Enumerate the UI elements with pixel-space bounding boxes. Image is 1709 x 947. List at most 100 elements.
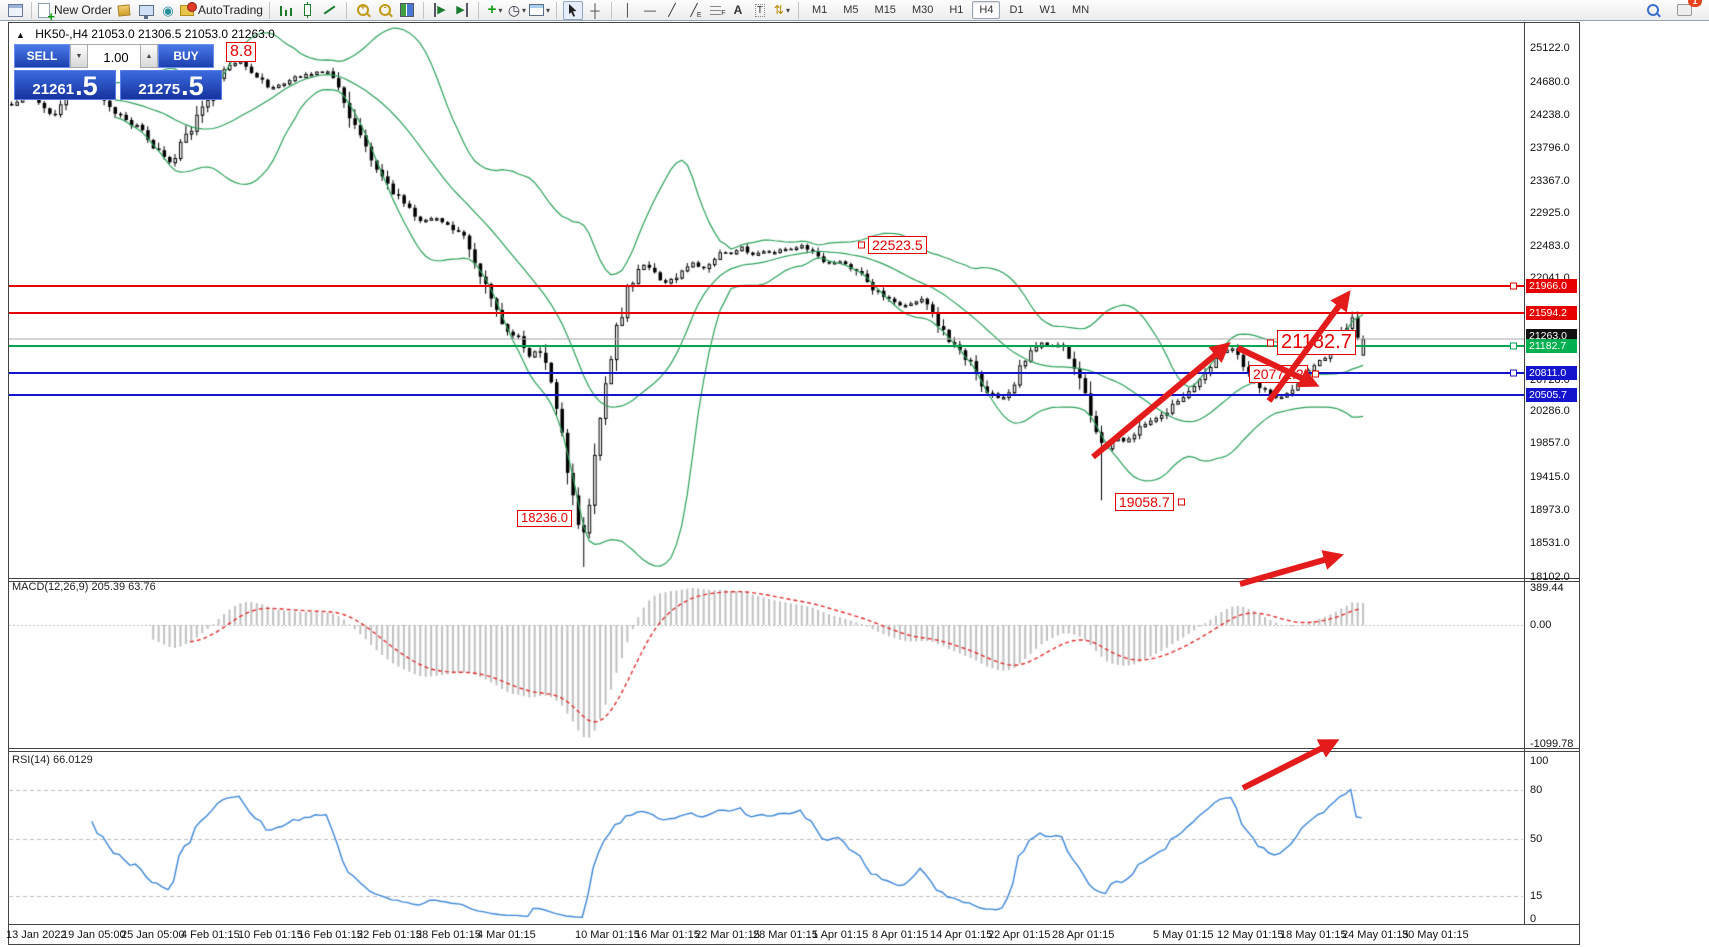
chart-window-icon[interactable] — [5, 1, 25, 20]
price-annotation[interactable]: 19058.7 — [1115, 493, 1174, 512]
indicators-button[interactable]: + ▾ — [485, 1, 505, 20]
price-annotation[interactable]: 18236.0 — [517, 510, 572, 527]
dropdown-caret-icon: ▾ — [545, 5, 550, 15]
clock-icon: ◷ — [507, 1, 521, 18]
text-label-button[interactable]: T — [750, 1, 770, 20]
price-level-line[interactable] — [9, 285, 1524, 287]
notifications-button[interactable]: 1 — [1674, 0, 1702, 20]
price-axis-tick: 24680.0 — [1530, 76, 1570, 88]
time-axis-label: 22 Feb 01:15 — [357, 929, 422, 941]
text-icon: A — [733, 3, 743, 17]
equidistant-channel-button[interactable]: ╱ E — [684, 1, 704, 20]
buy-price: 21275 — [138, 80, 181, 98]
zoom-out-icon: - — [378, 2, 391, 16]
time-axis-label: 25 Jan 05:00 — [121, 929, 185, 941]
dropdown-caret-icon: ▾ — [522, 5, 527, 15]
timeframe-button-m30[interactable]: M30 — [911, 4, 934, 16]
annotation-anchor-marker — [1311, 370, 1319, 378]
volume-input[interactable] — [88, 45, 144, 69]
timeframe-button-m1[interactable]: M1 — [811, 4, 828, 16]
timeframe-button-h4[interactable]: H4 — [972, 1, 1001, 19]
cursor-button[interactable] — [562, 0, 583, 20]
price-tag: 20811.0 — [1526, 366, 1577, 380]
one-click-panel-toggle[interactable]: ▲ — [16, 30, 25, 40]
toolbar-separator — [345, 1, 347, 19]
new-order-icon — [38, 2, 55, 24]
macd-label: MACD(12,26,9) 205.39 63.76 — [12, 581, 156, 593]
candlestick-icon — [304, 2, 312, 18]
periods-button[interactable]: ◷ ▾ — [507, 1, 527, 20]
time-axis-label: 28 Feb 01:15 — [416, 929, 481, 941]
candlestick-chart-button[interactable] — [298, 1, 318, 20]
horizontal-line-button[interactable]: — — [640, 1, 660, 20]
arrows-tool-button[interactable]: ⇅ ▾ — [772, 1, 792, 20]
trendline-button[interactable]: ╱ — [662, 1, 682, 20]
text-button[interactable]: A — [728, 1, 748, 20]
annotation-anchor-marker — [1267, 339, 1274, 346]
crosshair-button[interactable]: ┼ — [585, 1, 605, 20]
new-order-button[interactable]: New Order — [38, 1, 112, 24]
bar-chart-button[interactable] — [276, 1, 296, 20]
vertical-line-button[interactable]: │ — [618, 1, 638, 20]
timeframe-button-mn[interactable]: MN — [1072, 4, 1090, 16]
price-annotation[interactable]: 21182.7 — [1277, 330, 1356, 355]
timeframe-button-h1[interactable]: H1 — [949, 4, 964, 16]
panel-splitter[interactable] — [8, 578, 1580, 579]
search-button[interactable] — [1643, 1, 1663, 20]
time-axis-label: 18 May 01:15 — [1280, 929, 1347, 941]
rsi-axis-tick: 80 — [1530, 784, 1543, 796]
time-axis-label: 13 Jan 2022 — [6, 929, 67, 941]
fibonacci-button[interactable]: F — [706, 1, 726, 20]
price-axis-tick: 22925.0 — [1530, 207, 1570, 219]
volume-field-wrap — [88, 44, 144, 69]
timeframe-button-d1[interactable]: D1 — [1009, 4, 1024, 16]
buy-button[interactable]: BUY — [158, 44, 214, 68]
sell-price-display[interactable]: 21261 .5 — [14, 70, 116, 100]
trendline-icon: ╱ — [668, 3, 676, 17]
autotrading-label: AutoTrading — [198, 3, 263, 17]
timeframe-button-w1[interactable]: W1 — [1039, 4, 1057, 16]
timeframe-button-m15[interactable]: M15 — [874, 4, 896, 16]
volume-increase-button[interactable]: ▲ — [140, 44, 158, 68]
deposit-button[interactable] — [114, 1, 134, 20]
autotrading-icon — [180, 1, 198, 16]
rsi-axis-tick: 100 — [1530, 755, 1549, 767]
signal-icon: ◉ — [162, 2, 174, 18]
time-axis-label: 10 Feb 01:15 — [238, 929, 303, 941]
toolbar-separator — [31, 1, 32, 19]
timeframe-group: M1 M5 M15 M30 H1 H4 D1 W1 MN — [804, 1, 1097, 19]
price-annotation[interactable]: 8.8 — [226, 42, 257, 63]
chart-title-row: ▲ HK50-,H4 21053.0 21306.5 21053.0 21263… — [16, 27, 275, 41]
time-axis-label: 12 May 01:15 — [1217, 929, 1284, 941]
terminal-button[interactable] — [136, 1, 156, 20]
timeframe-button-m5[interactable]: M5 — [843, 4, 859, 16]
price-level-line[interactable] — [9, 345, 1524, 347]
time-axis-label: 5 May 01:15 — [1153, 929, 1214, 941]
price-level-line[interactable] — [9, 372, 1524, 374]
volume-decrease-button[interactable]: ▼ — [70, 44, 88, 68]
chart-shift-button[interactable]: ▶ — [452, 1, 472, 20]
panel-splitter[interactable] — [8, 748, 1580, 749]
price-annotation[interactable]: 20771.2 — [1249, 365, 1308, 384]
signals-button[interactable]: ◉ — [158, 1, 178, 20]
price-annotation[interactable]: 22523.5 — [868, 236, 927, 255]
chart-shift-icon: ▶ — [456, 3, 468, 17]
price-level-line[interactable] — [9, 394, 1524, 396]
line-chart-icon — [324, 5, 336, 15]
templates-button[interactable]: ▾ — [528, 1, 550, 20]
zoom-in-button[interactable]: + — [353, 1, 373, 20]
template-icon — [528, 4, 544, 16]
price-axis-tick: 22483.0 — [1530, 240, 1570, 252]
zoom-out-button[interactable]: - — [375, 1, 395, 20]
line-chart-button[interactable] — [320, 1, 340, 20]
sell-button[interactable]: SELL — [14, 44, 70, 68]
auto-scroll-button[interactable]: ▶ — [430, 1, 450, 20]
price-level-line[interactable] — [9, 312, 1524, 314]
add-indicator-icon: + — [487, 1, 497, 18]
tile-windows-button[interactable] — [397, 1, 417, 20]
buy-price-display[interactable]: 21275 .5 — [120, 70, 222, 100]
autotrading-button[interactable]: AutoTrading — [180, 1, 263, 20]
price-axis-tick: 23367.0 — [1530, 175, 1570, 187]
channel-icon: ╱ E — [690, 3, 702, 19]
